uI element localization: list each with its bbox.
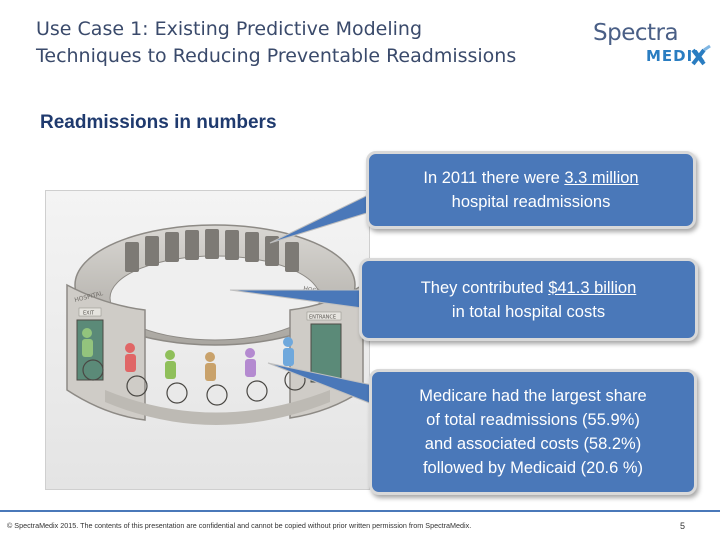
callout-3-line-4: followed by Medicaid (20.6 %) xyxy=(422,459,644,477)
callout-1-text: In 2011 there were xyxy=(423,169,565,187)
slide-title: Use Case 1: Existing Predictive Modeling… xyxy=(36,16,576,70)
hospital-illustration: HOSPITAL HOSPITAL EXIT ENTRANCE xyxy=(45,190,370,490)
callout-3-line-3: and associated costs (58.2%) xyxy=(424,435,642,453)
logo-wordmark-medix: MEDIX xyxy=(646,47,706,65)
callout-3-line-1: Medicare had the largest share xyxy=(419,387,647,405)
title-line-1: Use Case 1: Existing Predictive Modeling xyxy=(36,18,423,40)
copyright-notice: © SpectraMedix 2015. The contents of thi… xyxy=(7,521,472,530)
patient-figures xyxy=(82,328,294,381)
callout-2-highlight: $41.3 billion xyxy=(548,278,637,297)
callout-2-text-2: in total hospital costs xyxy=(451,302,606,321)
page-number: 5 xyxy=(680,521,686,531)
footer-divider xyxy=(0,510,720,512)
callout-payer-share: Medicare had the largest share of total … xyxy=(369,369,697,495)
logo-mark-icon xyxy=(691,44,711,66)
callout-1-highlight: 3.3 million xyxy=(564,169,639,187)
callout-readmissions-count: In 2011 there were 3.3 million hospital … xyxy=(366,151,696,229)
callout-3-line-2: of total readmissions (55.9%) xyxy=(426,411,640,429)
title-line-2: Techniques to Reducing Preventable Readm… xyxy=(36,45,517,67)
callout-2-text: They contributed xyxy=(420,278,549,297)
svg-text:ENTRANCE: ENTRANCE xyxy=(309,315,336,321)
section-heading: Readmissions in numbers xyxy=(40,112,277,133)
callout-readmissions-cost: They contributed $41.3 billion in total … xyxy=(359,258,698,341)
svg-text:EXIT: EXIT xyxy=(83,311,95,317)
logo-wordmark-spectra: Spectra xyxy=(593,20,679,46)
callout-1-text-2: hospital readmissions xyxy=(451,193,611,211)
spectramedix-logo: Spectra MEDIX xyxy=(590,20,715,70)
